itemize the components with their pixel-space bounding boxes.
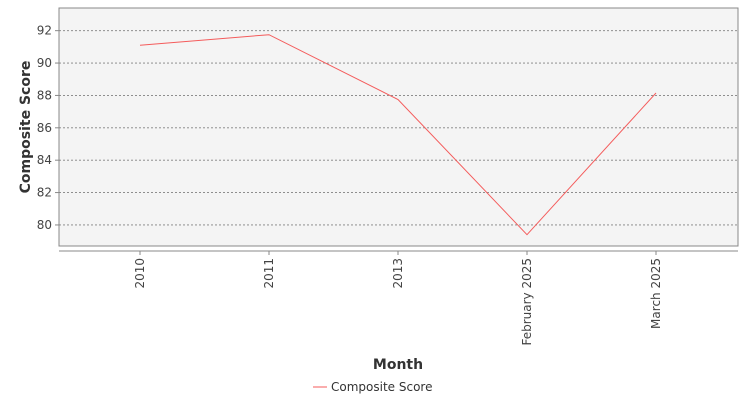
y-tick-label: 88	[37, 88, 52, 102]
y-tick-label: 92	[37, 24, 52, 38]
gridlines	[59, 30, 738, 226]
data-point	[268, 33, 271, 36]
y-tick-label: 86	[37, 121, 52, 135]
series-line-composite-score	[139, 34, 657, 236]
y-axis-title: Composite Score	[18, 61, 34, 194]
data-point	[139, 44, 142, 47]
y-tick-label: 82	[37, 186, 52, 200]
x-tick-label: February 2025	[520, 258, 534, 346]
x-tick-label: 2013	[391, 258, 405, 289]
y-tick-label: 84	[37, 153, 52, 167]
y-axis-ticks: 80 82 84 86 88 90 92	[37, 24, 59, 232]
y-tick-label: 80	[37, 218, 52, 232]
data-point	[655, 92, 658, 95]
y-tick-label: 90	[37, 56, 52, 70]
legend: Composite Score	[313, 380, 432, 394]
x-axis-ticks: 2010 2011 2013 February 2025 March 2025	[133, 251, 663, 346]
series-lines	[139, 33, 658, 236]
data-point	[526, 233, 529, 236]
x-axis-title: Month	[373, 357, 423, 373]
x-tick-label: 2010	[133, 258, 147, 289]
x-tick-label: March 2025	[649, 258, 663, 329]
data-point	[397, 98, 400, 101]
legend-label: Composite Score	[331, 380, 432, 394]
x-tick-label: 2011	[262, 258, 276, 289]
